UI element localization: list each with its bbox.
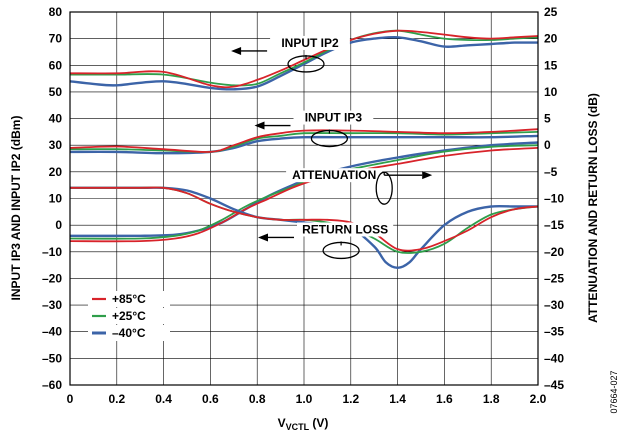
input-ip3-ellipse: [310, 129, 349, 148]
y-left-tick-label: 30: [49, 138, 63, 152]
annotations: INPUT IP2 INPUT IP3 ATTENUATION RETURN LOSS: [231, 35, 433, 260]
y-left-tick-label: 20: [49, 165, 63, 179]
x-tick-label: 0: [67, 392, 74, 406]
return-loss-label: RETURN LOSS: [302, 222, 388, 236]
attenuation-ellipse: [375, 171, 393, 205]
input-ip2-arrow-head: [231, 46, 242, 55]
x-tick-label: 0.6: [202, 392, 219, 406]
figure-id: 07664-027: [609, 370, 619, 413]
left-tick-labels: 80 70 60 50 40 30 20 10 0 –10 –20 –30 –40 –50 –60: [42, 5, 62, 392]
input-ip3-series-line: [69, 131, 539, 153]
y-right-tick-label: –40: [544, 351, 564, 365]
y-left-tick-label: –10: [42, 245, 62, 259]
y-right-tick-label: 10: [544, 85, 558, 99]
y-right-tick-label: 0: [544, 138, 551, 152]
input-ip3-label: INPUT IP3: [305, 111, 363, 125]
y-right-tick-label: –45: [544, 378, 564, 392]
y-left-tick-label: –30: [42, 298, 62, 312]
return-loss-series-line: [70, 186, 539, 252]
attenuation-label-bg: [286, 168, 383, 183]
legend-label: +85°C: [112, 292, 146, 306]
x-tick-label: 1.8: [483, 392, 500, 406]
y-right-tick-label: 5: [544, 112, 551, 126]
y-left-tick-label: 10: [49, 192, 63, 206]
input-ip3-series-line: [69, 134, 539, 155]
legend-label: +25°C: [112, 309, 146, 323]
plot-frame: [69, 11, 539, 386]
return-loss-arrow-head: [258, 233, 268, 242]
attenuation-series-line: [69, 144, 539, 240]
y-right-tick-label: 20: [544, 32, 558, 46]
x-tick-label: 0.4: [155, 392, 172, 406]
x-axis-label-main: V: [278, 416, 286, 430]
y-right-tick-label: 15: [544, 58, 558, 72]
y-left-tick-label: –50: [42, 351, 62, 365]
legend-entry-bg: [88, 325, 170, 341]
x-tick-label: 2.0: [530, 392, 547, 406]
curves: [69, 29, 539, 269]
x-tick-label: 1.0: [296, 392, 313, 406]
input-ip2-ellipse: [287, 55, 325, 73]
y-right-tick-label: –15: [544, 218, 564, 232]
input-ip3-arrow-head: [254, 121, 265, 130]
input-ip2-label-bg: [270, 35, 350, 50]
x-axis-label-unit: (V): [309, 416, 328, 430]
y-left-tick-label: 80: [49, 5, 63, 19]
y-left-tick-label: 40: [49, 112, 63, 126]
x-tick-label: 0.2: [108, 392, 125, 406]
plot-border: [69, 11, 539, 386]
input-ip2-label: INPUT IP2: [281, 36, 339, 50]
x-tick-label: 1.2: [342, 392, 359, 406]
attenuation-label: ATTENUATION: [292, 168, 376, 182]
x-tick-label: 0.8: [249, 392, 266, 406]
x-tick-label: 1.6: [436, 392, 453, 406]
y-right-tick-label: –25: [544, 271, 564, 285]
y-left-tick-label: 60: [49, 58, 63, 72]
y-right-tick-label: –5: [544, 165, 558, 179]
y-left-tick-label: 70: [49, 32, 63, 46]
y-right-axis-label: ATTENUATION AND RETURN LOSS (dB): [586, 93, 600, 323]
y-left-tick-label: –60: [42, 378, 62, 392]
attenuation-arrow-head: [422, 171, 433, 180]
y-left-tick-label: 0: [55, 218, 62, 232]
attenuation-series-line: [69, 147, 539, 243]
y-right-tick-label: 25: [544, 5, 558, 19]
x-tick-label: 1.4: [389, 392, 406, 406]
y-left-tick-label: 50: [49, 85, 63, 99]
y-right-tick-label: –35: [544, 325, 564, 339]
legend-entry-bg: [88, 308, 170, 324]
legend: +85°C +25°C –40°C: [88, 291, 170, 341]
x-axis-label: VVCTL (V): [278, 416, 329, 432]
input-ip2-series-line: [69, 36, 539, 91]
y-left-axis-label: INPUT IP3 AND INPUT IP2 (dBm): [9, 116, 23, 301]
x-axis-label-sub: VCTL: [286, 422, 310, 432]
legend-entry-bg: [88, 291, 170, 307]
legend-label: –40°C: [112, 326, 146, 340]
y-right-tick-label: –30: [544, 298, 564, 312]
x-tick-labels: 0 0.2 0.4 0.6 0.8 1.0 1.2 1.4 1.6 1.8 2.0: [67, 392, 547, 406]
return-loss-ellipse: [322, 241, 360, 260]
input-ip3-series-line: [69, 128, 539, 153]
input-ip3-label-bg: [293, 110, 374, 125]
y-right-tick-label: –10: [544, 192, 564, 206]
y-right-tick-label: –20: [544, 245, 564, 259]
return-loss-label-bg: [297, 222, 394, 237]
y-left-tick-label: –20: [42, 271, 62, 285]
right-tick-labels: 25 20 15 10 5 0 –5 –10 –15 –20 –25 –30 –35 –40 –45: [544, 5, 564, 392]
y-left-tick-label: –40: [42, 325, 62, 339]
